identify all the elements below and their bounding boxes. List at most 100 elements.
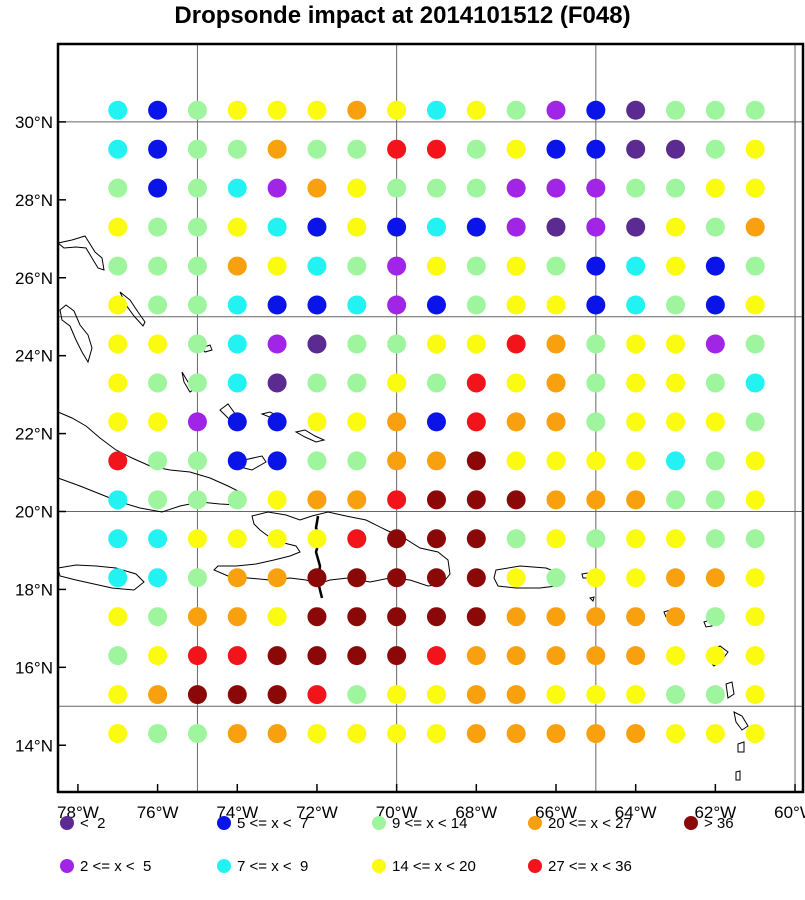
dropsonde-point (347, 490, 367, 510)
dropsonde-point (705, 685, 725, 705)
legend-item: 14 <= x < 20 (372, 858, 476, 875)
dropsonde-point (506, 568, 526, 588)
dropsonde-point (466, 295, 486, 315)
dropsonde-point (347, 373, 367, 393)
dropsonde-point (267, 334, 287, 354)
dropsonde-point (745, 178, 765, 198)
dropsonde-point (586, 295, 606, 315)
dropsonde-point (187, 139, 207, 159)
dropsonde-point (705, 100, 725, 120)
dropsonde-point (108, 451, 128, 471)
dropsonde-point (586, 568, 606, 588)
dropsonde-point (307, 607, 327, 627)
lon-tick-label: 62°W (694, 803, 736, 822)
dropsonde-point (108, 490, 128, 510)
dropsonde-point (666, 529, 686, 549)
dropsonde-point (745, 724, 765, 744)
legend-label: 14 <= x < 20 (392, 858, 476, 875)
legend-label: 5 <= x < 7 (237, 815, 308, 832)
dropsonde-point (466, 334, 486, 354)
dropsonde-point (227, 685, 247, 705)
dropsonde-point (187, 256, 207, 276)
dropsonde-point (307, 178, 327, 198)
dropsonde-point (546, 256, 566, 276)
dropsonde-point (187, 451, 207, 471)
dropsonde-point (148, 139, 168, 159)
dropsonde-point (227, 256, 247, 276)
dropsonde-point (626, 724, 646, 744)
dropsonde-point (426, 529, 446, 549)
dropsonde-point (387, 412, 407, 432)
dropsonde-point (307, 373, 327, 393)
dropsonde-point (148, 295, 168, 315)
legend-item: 5 <= x < 7 (217, 815, 308, 832)
dropsonde-point (387, 256, 407, 276)
legend-label: 20 <= x < 27 (548, 815, 632, 832)
lat-tick-label: 24°N (15, 347, 53, 366)
legend-label: 2 <= x < 5 (80, 858, 151, 875)
axis-ticks: 78°W76°W74°W72°W70°W68°W66°W64°W62°W60°W… (15, 113, 805, 822)
dropsonde-point (267, 724, 287, 744)
dropsonde-point (586, 217, 606, 237)
dropsonde-point (745, 256, 765, 276)
dropsonde-point (546, 373, 566, 393)
lat-tick-label: 18°N (15, 580, 53, 599)
dropsonde-point (586, 646, 606, 666)
dropsonde-point (148, 178, 168, 198)
dropsonde-point (307, 451, 327, 471)
dropsonde-point (506, 100, 526, 120)
dropsonde-point (666, 607, 686, 627)
legend-item: 9 <= x < 14 (372, 815, 467, 832)
dropsonde-point (466, 529, 486, 549)
dropsonde-point (586, 529, 606, 549)
dropsonde-point (546, 724, 566, 744)
legend-swatch (372, 859, 386, 873)
map-title: Dropsonde impact at 2014101512 (F048) (174, 2, 631, 29)
dropsonde-point (347, 685, 367, 705)
lat-tick-label: 20°N (15, 503, 53, 522)
dropsonde-point (745, 217, 765, 237)
dropsonde-point (108, 529, 128, 549)
dropsonde-point (745, 607, 765, 627)
dropsonde-point (626, 100, 646, 120)
dropsonde-point (347, 451, 367, 471)
dropsonde-point (745, 529, 765, 549)
dropsonde-point (426, 490, 446, 510)
dropsonde-point (546, 529, 566, 549)
dropsonde-point (426, 607, 446, 627)
dropsonde-point (546, 568, 566, 588)
dropsonde-point (466, 139, 486, 159)
dropsonde-point (586, 178, 606, 198)
dropsonde-point (108, 412, 128, 432)
dropsonde-point (347, 529, 367, 549)
dropsonde-point (148, 217, 168, 237)
dropsonde-point (387, 607, 407, 627)
dropsonde-point (387, 100, 407, 120)
dropsonde-point (705, 295, 725, 315)
legend-item: 20 <= x < 27 (528, 815, 632, 832)
dropsonde-point (626, 139, 646, 159)
lon-tick-label: 64°W (615, 803, 657, 822)
dropsonde-point (387, 139, 407, 159)
dropsonde-point (586, 139, 606, 159)
dropsonde-point (387, 490, 407, 510)
legend-swatch (684, 816, 698, 830)
dropsonde-point (626, 685, 646, 705)
dropsonde-point (466, 412, 486, 432)
dropsonde-point (307, 529, 327, 549)
coastline-puerto-rico (493, 565, 557, 589)
dropsonde-point (148, 607, 168, 627)
dropsonde-point (705, 607, 725, 627)
dropsonde-point (347, 256, 367, 276)
dropsonde-point (586, 607, 606, 627)
dropsonde-point (745, 412, 765, 432)
dropsonde-point (148, 568, 168, 588)
dropsonde-point (267, 490, 287, 510)
dropsonde-point (387, 685, 407, 705)
dropsonde-point (586, 685, 606, 705)
dropsonde-point (426, 685, 446, 705)
dropsonde-point (227, 646, 247, 666)
dropsonde-point (705, 724, 725, 744)
lat-tick-label: 30°N (15, 113, 53, 132)
